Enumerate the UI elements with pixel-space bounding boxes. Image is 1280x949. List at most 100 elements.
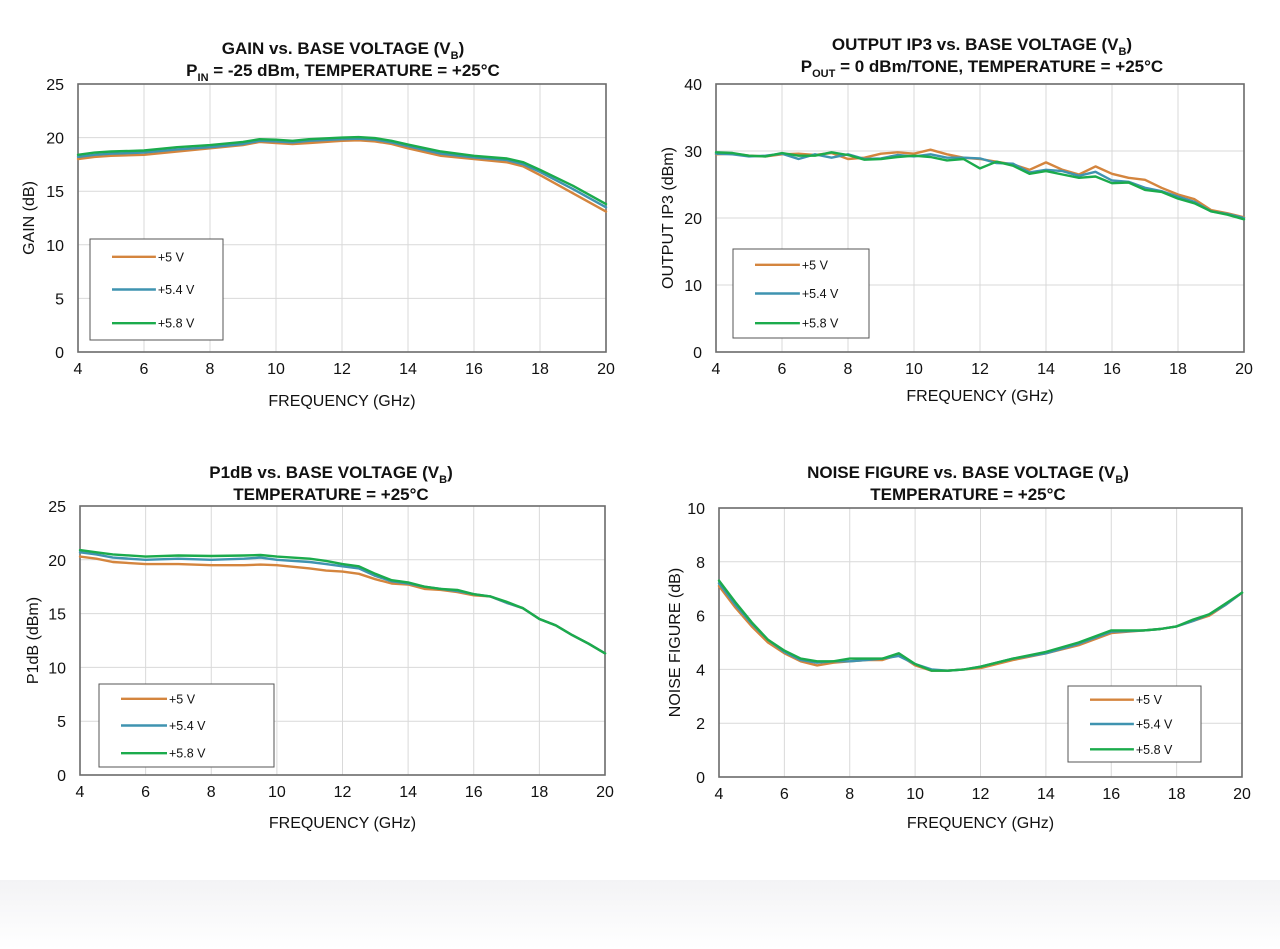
bottom-band	[0, 880, 1280, 949]
chart-subtitle-subscript: OUT	[812, 68, 836, 80]
y-tick-label: 5	[55, 291, 64, 308]
y-tick-label: 0	[693, 345, 702, 362]
chart-title-subscript: B	[1118, 46, 1126, 58]
chart-title-main: P1dB vs. BASE VOLTAGE (V	[209, 463, 440, 482]
legend-label: +5.4 V	[1136, 718, 1173, 732]
x-tick-label: 20	[596, 784, 614, 801]
y-axis-label: OUTPUT IP3 (dBm)	[660, 147, 677, 289]
x-tick-label: 10	[267, 361, 285, 378]
y-tick-label: 30	[684, 144, 702, 161]
y-tick-label: 25	[48, 499, 66, 516]
legend-label: +5.8 V	[802, 317, 839, 331]
x-axis-label: FREQUENCY (GHz)	[268, 393, 415, 410]
chart-title-main: NOISE FIGURE vs. BASE VOLTAGE (V	[807, 463, 1116, 482]
chart-subtitle: TEMPERATURE = +25°C	[870, 485, 1065, 504]
x-axis-label: FREQUENCY (GHz)	[269, 815, 416, 832]
chart-subtitle-main: P	[801, 57, 812, 76]
legend-label: +5.8 V	[1136, 743, 1173, 757]
series-line-3	[76, 135, 608, 206]
plot-frame	[79, 505, 606, 776]
y-tick-label: 10	[46, 238, 64, 255]
chart-title: P1dB vs. BASE VOLTAGE (VB)	[209, 463, 452, 486]
x-tick-label: 12	[971, 361, 989, 378]
y-axis-label: NOISE FIGURE (dB)	[667, 568, 684, 717]
x-axis-label: FREQUENCY (GHz)	[906, 388, 1053, 405]
legend-label: +5.4 V	[802, 287, 839, 301]
x-tick-label: 14	[1037, 786, 1055, 803]
chart-title-tail: )	[447, 463, 453, 482]
chart-title-subscript: B	[439, 474, 447, 486]
x-tick-label: 12	[972, 786, 990, 803]
chart-title-main: OUTPUT IP3 vs. BASE VOLTAGE (V	[832, 35, 1119, 54]
chart-title-subscript: B	[1115, 474, 1123, 486]
y-axis-label: P1dB (dBm)	[25, 597, 42, 684]
x-tick-label: 12	[334, 784, 352, 801]
x-tick-label: 6	[780, 786, 789, 803]
legend-label: +5.8 V	[158, 317, 195, 331]
x-tick-label: 18	[1168, 786, 1186, 803]
x-tick-label: 4	[76, 784, 85, 801]
plot-frame	[718, 507, 1243, 778]
x-tick-label: 6	[778, 361, 787, 378]
legend-box	[89, 238, 224, 341]
x-tick-label: 16	[1103, 361, 1121, 378]
x-tick-label: 8	[845, 786, 854, 803]
x-tick-label: 14	[399, 784, 417, 801]
legend-label: +5.4 V	[158, 283, 195, 297]
legend-label: +5.4 V	[169, 719, 206, 733]
chart-title: GAIN vs. BASE VOLTAGE (VB)	[222, 39, 465, 62]
x-tick-label: 14	[1037, 361, 1055, 378]
y-tick-label: 20	[684, 211, 702, 228]
y-tick-label: 15	[46, 184, 64, 201]
chart-subtitle-tail: = 0 dBm/TONE, TEMPERATURE = +25°C	[835, 57, 1163, 76]
chart-title-tail: )	[1123, 463, 1129, 482]
chart-subtitle-main: TEMPERATURE = +25°C	[870, 485, 1065, 504]
x-tick-label: 6	[140, 361, 149, 378]
legend: +5 V +5.4 V +5.8 V	[1067, 685, 1202, 763]
x-tick-label: 8	[206, 361, 215, 378]
chart-3: P1dB vs. BASE VOLTAGE (VB)TEMPERATURE = …	[25, 463, 614, 832]
chart-subtitle-main: P	[186, 61, 197, 80]
y-tick-label: 5	[57, 714, 66, 731]
chart-title-tail: )	[1126, 35, 1132, 54]
legend: +5 V +5.4 V +5.8 V	[732, 248, 870, 339]
x-tick-label: 10	[906, 786, 924, 803]
chart-1: GAIN vs. BASE VOLTAGE (VB)PIN = -25 dBm,…	[21, 39, 615, 410]
chart-subtitle-main: TEMPERATURE = +25°C	[233, 485, 428, 504]
chart-title-main: GAIN vs. BASE VOLTAGE (V	[222, 39, 452, 58]
chart-4: NOISE FIGURE vs. BASE VOLTAGE (VB)TEMPER…	[667, 463, 1251, 832]
x-tick-label: 12	[333, 361, 351, 378]
y-tick-label: 15	[48, 607, 66, 624]
chart-title: OUTPUT IP3 vs. BASE VOLTAGE (VB)	[832, 35, 1132, 58]
x-tick-label: 10	[905, 361, 923, 378]
y-tick-label: 20	[48, 553, 66, 570]
x-tick-label: 16	[465, 784, 483, 801]
chart-2: OUTPUT IP3 vs. BASE VOLTAGE (VB) POUT = 0…	[660, 35, 1253, 405]
y-tick-label: 4	[696, 662, 705, 679]
x-tick-label: 20	[597, 361, 615, 378]
series-line-3	[78, 548, 607, 655]
y-tick-label: 10	[687, 501, 705, 518]
x-tick-label: 10	[268, 784, 286, 801]
legend-box	[1067, 685, 1202, 763]
legend-label: +5 V	[802, 258, 829, 272]
y-tick-label: 10	[684, 278, 702, 295]
y-tick-label: 0	[696, 770, 705, 787]
x-tick-label: 18	[531, 361, 549, 378]
legend: +5 V +5.4 V +5.8 V	[89, 238, 224, 341]
x-tick-label: 18	[1169, 361, 1187, 378]
series-line-3	[714, 151, 1246, 221]
chart-title: NOISE FIGURE vs. BASE VOLTAGE (VB)	[807, 463, 1129, 486]
legend-label: +5 V	[1136, 693, 1163, 707]
x-tick-label: 6	[141, 784, 150, 801]
x-tick-label: 4	[74, 361, 83, 378]
y-tick-label: 6	[696, 609, 705, 626]
legend-label: +5 V	[169, 692, 196, 706]
series-line-2	[76, 137, 608, 209]
x-tick-label: 20	[1235, 361, 1253, 378]
y-tick-label: 0	[55, 345, 64, 362]
x-tick-label: 8	[844, 361, 853, 378]
x-tick-label: 4	[715, 786, 724, 803]
y-tick-label: 0	[57, 768, 66, 785]
